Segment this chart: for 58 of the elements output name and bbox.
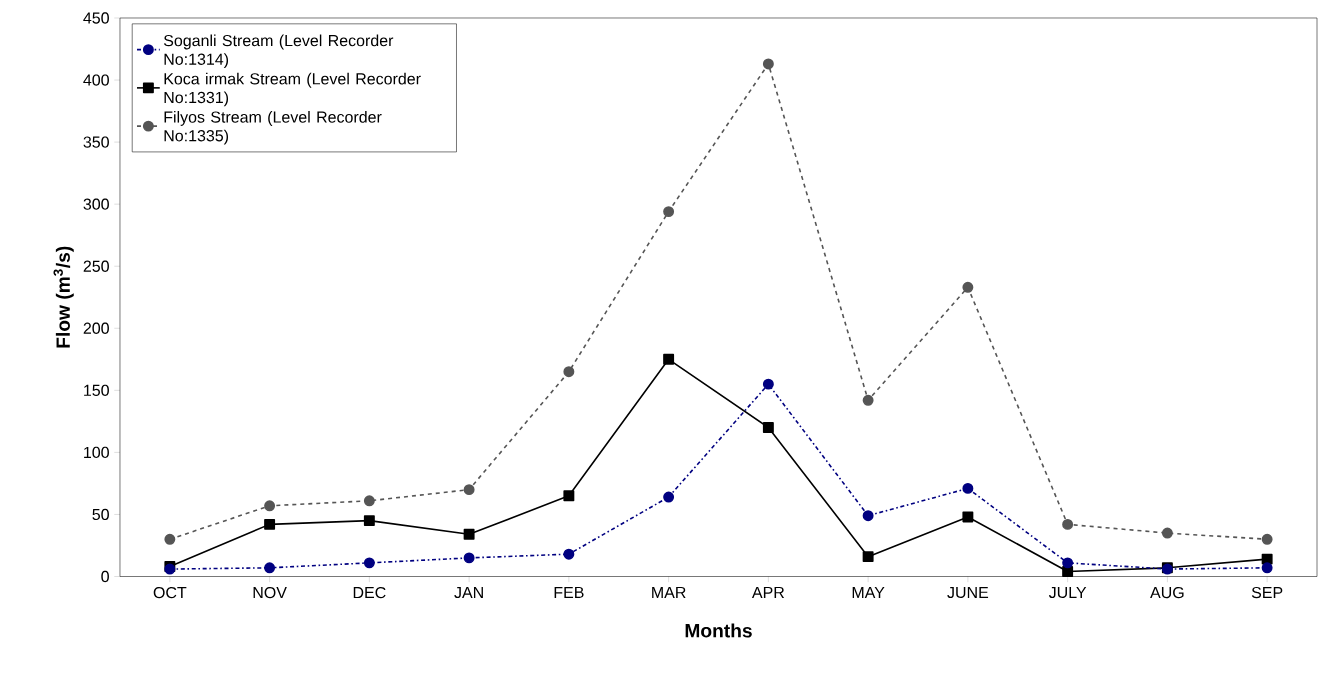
point — [264, 562, 276, 574]
y-tick-label: 150 — [84, 384, 109, 396]
y-tick-label: 0 — [101, 570, 109, 582]
y-tick-label: 300 — [83, 198, 109, 210]
y-tick-label: 200 — [83, 322, 109, 334]
point — [264, 518, 276, 530]
y-tick-label: 250 — [83, 260, 109, 272]
point — [563, 548, 575, 560]
point — [1261, 562, 1273, 574]
point — [463, 483, 475, 495]
legend-label: Koca irmak Stream (Level Recorder No:1331) — [164, 72, 421, 107]
x-tick-label: MAR — [652, 586, 686, 598]
x-tick-label: OCT — [153, 586, 187, 598]
point — [1062, 557, 1074, 569]
x-axis-title: Months — [685, 623, 752, 638]
y-tick-label: 350 — [83, 136, 109, 148]
x-tick-label: FEB — [554, 586, 584, 598]
point — [962, 482, 974, 494]
point — [1062, 518, 1074, 530]
y-tick-label: 100 — [84, 446, 109, 458]
x-tick-label: JUNE — [947, 586, 989, 598]
y-axis-title: Flow (m$^{3}$/s) — [53, 246, 74, 348]
point — [363, 495, 375, 507]
point — [363, 557, 375, 569]
point — [962, 281, 974, 293]
x-tick-label: MAY — [852, 586, 885, 598]
x-tick-label: AUG — [1150, 586, 1184, 598]
point — [264, 500, 276, 511]
legend-label: Filyos Stream (Level Recorder No:1335) — [164, 110, 382, 145]
y-tick-label: 400 — [83, 74, 109, 86]
legend-label: Soganli Stream (Level Recorder No:1314) — [163, 34, 394, 68]
point — [663, 353, 675, 365]
x-tick-label: DEC — [353, 586, 386, 598]
point — [762, 58, 774, 70]
point — [962, 511, 974, 523]
point — [563, 366, 575, 377]
point — [862, 550, 874, 562]
x-tick-label: APR — [751, 586, 785, 598]
point — [363, 514, 375, 526]
y-tick-label: 50 — [92, 508, 109, 520]
point — [762, 378, 774, 390]
point — [663, 491, 675, 503]
x-tick-label: JULY — [1048, 586, 1087, 598]
point — [563, 490, 575, 502]
point — [1161, 527, 1173, 539]
x-tick-label: NOV — [253, 586, 287, 598]
point — [1062, 565, 1074, 577]
x-tick-label: SEP — [1251, 586, 1283, 598]
point — [463, 552, 475, 564]
x-tick-label: JAN — [454, 586, 483, 598]
point — [663, 205, 675, 217]
y-tick-label: 450 — [83, 12, 109, 24]
point — [862, 510, 874, 521]
point — [862, 394, 874, 406]
point — [762, 421, 774, 433]
point — [463, 528, 475, 540]
point — [164, 533, 176, 545]
point — [1261, 533, 1273, 545]
